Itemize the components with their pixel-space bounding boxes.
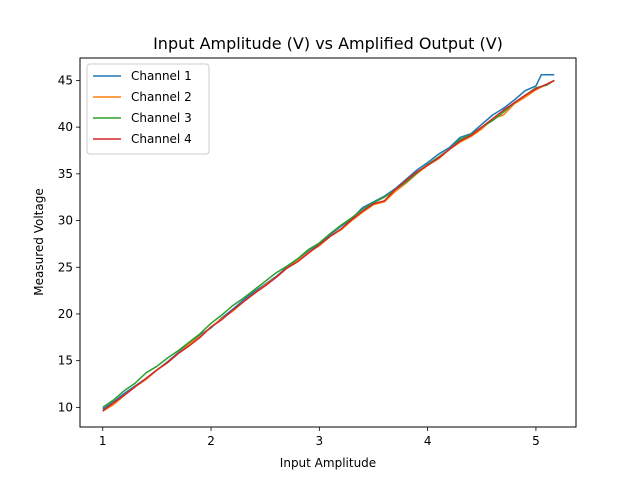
chart-title: Input Amplitude (V) vs Amplified Output … (153, 34, 503, 53)
y-tick-label: 45 (58, 73, 73, 87)
x-tick-label: 1 (99, 434, 107, 448)
y-tick-label: 15 (58, 354, 73, 368)
series-group (102, 74, 555, 412)
plot-area (79, 57, 577, 428)
x-tick-label: 2 (207, 434, 215, 448)
y-axis-label: Measured Voltage (32, 188, 46, 295)
x-tick-label: 3 (316, 434, 324, 448)
y-tick-label: 10 (58, 400, 73, 414)
y-tick-label: 30 (58, 214, 73, 228)
y-tick-label: 20 (58, 307, 73, 321)
x-axis-label: Input Amplitude (280, 456, 376, 470)
legend-box (86, 63, 210, 155)
y-tick-label: 35 (58, 167, 73, 181)
legend-label: Channel 4 (131, 132, 192, 146)
y-axis: 10 15 20 25 30 35 40 45 (58, 73, 80, 414)
legend-label: Channel 3 (131, 111, 192, 125)
series-line-channel-4 (102, 79, 555, 412)
y-tick-label: 25 (58, 260, 73, 274)
plot-frame (79, 57, 577, 428)
y-tick-label: 40 (58, 120, 73, 134)
legend-label: Channel 2 (131, 90, 192, 104)
x-tick-label: 4 (424, 434, 432, 448)
x-tick-label: 5 (532, 434, 540, 448)
x-axis: 1 2 3 4 5 (99, 427, 540, 448)
legend: Channel 1 Channel 2 Channel 3 Channel 4 (86, 63, 210, 155)
legend-label: Channel 1 (131, 69, 192, 83)
